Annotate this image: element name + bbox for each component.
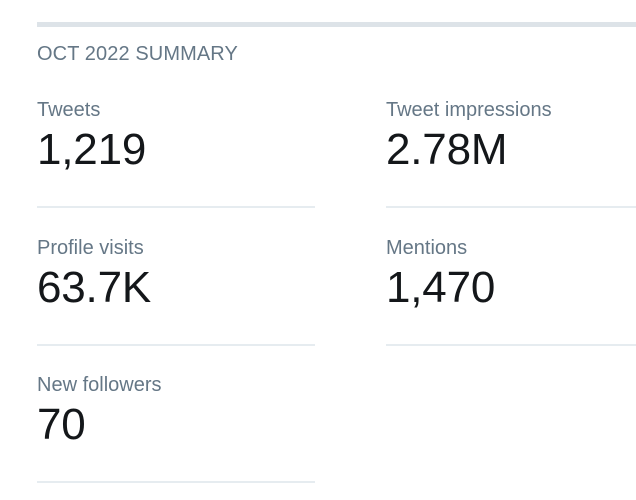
tweets-label: Tweets [37,99,101,121]
metric-new-followers: New followers 70 [37,373,315,499]
profile-visits-label: Profile visits [37,237,144,259]
profile-visits-value: 63.7K [37,263,151,312]
metric-tweet-impressions: Tweet impressions 2.78M [386,98,636,224]
tweet-impressions-label: Tweet impressions [386,99,552,121]
tweet-impressions-divider [386,206,636,208]
summary-top-divider [37,22,636,27]
metric-mentions: Mentions 1,470 [386,236,636,362]
mentions-divider [386,344,636,346]
tweets-divider [37,206,315,208]
tweet-impressions-value: 2.78M [386,125,508,174]
profile-visits-divider [37,344,315,346]
mentions-value: 1,470 [386,263,496,312]
mentions-label: Mentions [386,237,468,259]
new-followers-value: 70 [37,400,86,449]
new-followers-divider [37,481,315,483]
metric-tweets: Tweets 1,219 [37,98,315,224]
summary-title: OCT 2022 SUMMARY [37,43,238,65]
tweets-value: 1,219 [37,125,147,174]
metric-profile-visits: Profile visits 63.7K [37,236,315,362]
new-followers-label: New followers [37,374,162,396]
